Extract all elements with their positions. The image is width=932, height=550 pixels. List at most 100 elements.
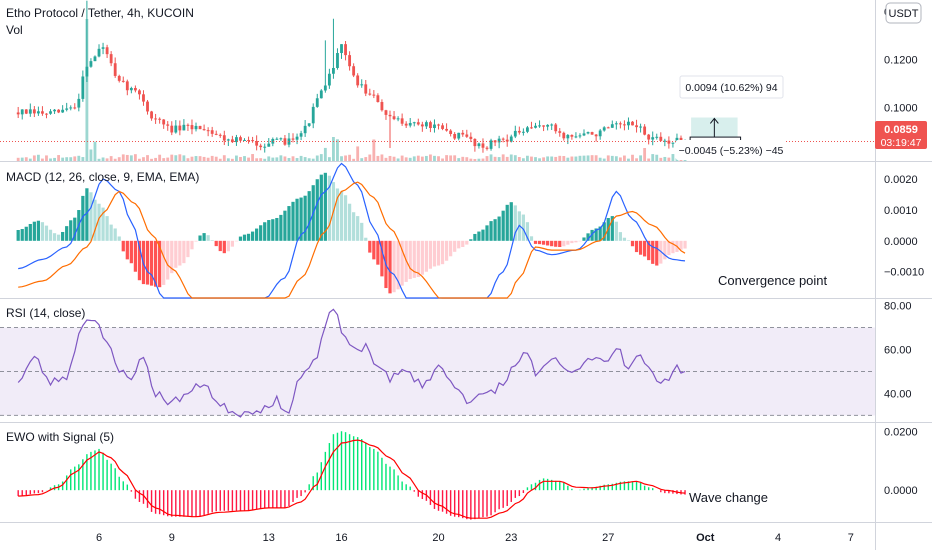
candle-body [53, 109, 56, 112]
volume-bar [133, 154, 137, 161]
candle-body [138, 90, 141, 95]
volume-bar [28, 158, 32, 161]
volume-bar [307, 158, 311, 161]
candle-body [299, 133, 303, 137]
candle-body [303, 125, 307, 134]
macd-histogram-bar [299, 197, 303, 241]
volume-bar [445, 155, 449, 161]
candle-body [614, 123, 618, 125]
macd-title: MACD (12, 26, close, 9, EMA, EMA) [6, 170, 199, 184]
volume-bar [348, 154, 352, 161]
candle-body [311, 106, 315, 124]
macd-histogram-bar [614, 221, 618, 241]
volume-bar [469, 158, 473, 161]
macd-histogram-bar [16, 230, 20, 241]
macd-histogram-bar [109, 224, 113, 241]
macd-histogram-bar [101, 207, 105, 241]
volume-bar [392, 156, 396, 161]
macd-histogram-bar [295, 198, 299, 241]
candle-body [323, 85, 327, 91]
volume-bar [287, 157, 291, 161]
volume-bar [206, 157, 210, 161]
candle-body [222, 135, 226, 141]
macd-histogram-bar [376, 240, 380, 265]
candle-body [441, 125, 444, 129]
candle-body [404, 123, 408, 126]
volume-bar [162, 158, 166, 161]
candle-body [396, 118, 400, 120]
measure-lower-label: −0.0045 (−5.23%) −45 [679, 145, 784, 157]
candle-body [501, 138, 505, 140]
x-tick-label: 6 [96, 532, 102, 544]
volume-bar [295, 158, 299, 161]
volume-bar [101, 157, 105, 161]
candle-body [332, 67, 335, 74]
candle-body [186, 124, 190, 126]
candle-body [295, 136, 299, 140]
currency-button[interactable]: USDT [885, 2, 922, 24]
macd-histogram-bar [436, 240, 441, 266]
candle-body [521, 131, 525, 133]
macd-histogram-bar [489, 221, 493, 241]
volume-bar [319, 154, 323, 161]
volume-bar [368, 154, 372, 161]
volume-bar [647, 158, 651, 161]
volume-bar [198, 156, 202, 161]
volume-bar [671, 154, 675, 161]
volume-bar [170, 154, 174, 161]
macd-histogram-bar [416, 240, 420, 277]
candle-body [344, 44, 347, 56]
volume-bar [327, 157, 331, 161]
price-y-tick-label: 0.1000 [884, 103, 918, 115]
currency-button-label: USDT [889, 8, 919, 20]
macd-histogram-bar [234, 240, 239, 242]
macd-histogram-bar [210, 240, 214, 241]
macd-histogram-bar [36, 220, 41, 241]
candle-body [41, 111, 44, 114]
volume-bar [73, 156, 77, 161]
volume-bar [546, 156, 550, 161]
volume-bar [210, 155, 214, 161]
macd-histogram-bar [259, 225, 263, 241]
volume-bar [538, 158, 541, 161]
macd-histogram-bar [497, 216, 501, 241]
macd-histogram-bar [129, 240, 133, 264]
candle-body [408, 123, 412, 126]
macd-histogram-bar [246, 233, 251, 241]
candle-body [384, 110, 388, 115]
volume-bar [65, 157, 69, 161]
macd-histogram-bar [133, 240, 138, 272]
candle-body [174, 125, 178, 133]
volume-bar [643, 148, 647, 161]
x-tick-label: 13 [263, 532, 275, 544]
candle-body [526, 127, 529, 132]
macd-histogram-bar [566, 240, 570, 245]
volume-bar [465, 157, 469, 161]
volume-bar [424, 155, 428, 161]
candle-body [590, 132, 594, 135]
volume-bar [113, 158, 117, 161]
volume-label: Vol [6, 23, 23, 37]
volume-bar [485, 156, 489, 161]
macd-histogram-bar [537, 240, 542, 245]
macd-histogram-bar [275, 217, 279, 241]
volume-bar [550, 156, 554, 161]
candle-body [416, 122, 420, 125]
candle-body [623, 124, 626, 126]
volume-bar [578, 155, 582, 161]
macd-histogram-bar [52, 233, 57, 241]
macd-histogram-bar [32, 221, 36, 241]
measure-arrowhead [709, 117, 719, 124]
candle-body [315, 98, 319, 107]
volume-bar [457, 158, 461, 161]
macd-histogram-bar [85, 188, 89, 241]
volume-bar [602, 158, 606, 161]
ewo-signal-line [18, 439, 686, 519]
volume-bar [360, 158, 364, 161]
macd-histogram-bar [525, 222, 530, 241]
macd-histogram-bar [364, 237, 368, 241]
candle-body [218, 134, 222, 136]
macd-histogram-bar [529, 236, 534, 241]
candle-body [368, 93, 372, 95]
axes-layer: 691316202327Oct470.14000.12000.10000.002… [96, 7, 924, 544]
